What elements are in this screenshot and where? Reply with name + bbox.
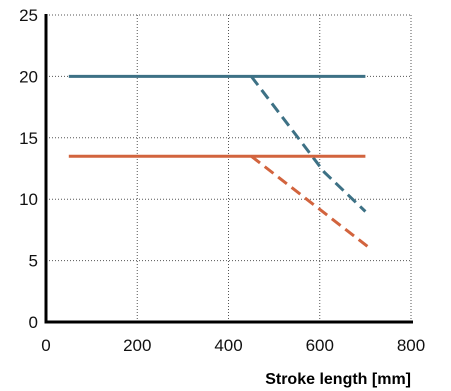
y-tick-label: 0	[29, 313, 38, 332]
axes	[44, 14, 413, 324]
series-line-2	[250, 75, 367, 213]
series-line-4	[250, 155, 371, 250]
y-tick-label: 25	[19, 6, 38, 25]
y-tick-label: 20	[19, 67, 38, 86]
x-tick-label: 0	[41, 336, 50, 355]
x-tick-label: 400	[214, 336, 242, 355]
y-tick-labels: 0 5 10 15 20 25	[19, 6, 38, 332]
x-tick-label: 600	[306, 336, 334, 355]
x-tick-label: 800	[397, 336, 425, 355]
x-tick-label: 200	[123, 336, 151, 355]
grid	[46, 14, 412, 322]
x-tick-labels: 0 200 400 600 800	[41, 336, 425, 355]
x-axis-title: Stroke length [mm]	[265, 371, 411, 388]
series-lines	[68, 74, 371, 250]
y-tick-label: 10	[19, 190, 38, 209]
y-tick-label: 15	[19, 129, 38, 148]
y-tick-label: 5	[29, 252, 38, 271]
